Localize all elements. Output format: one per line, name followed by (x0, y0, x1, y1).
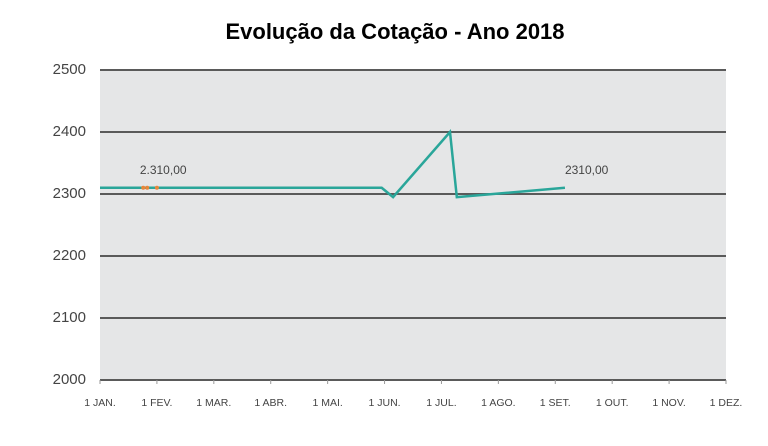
x-tick-label: 1 JUL. (426, 397, 456, 409)
annotation: 2310,00 (565, 163, 609, 177)
chart-title: Evolução da Cotação - Ano 2018 (225, 19, 564, 44)
x-tick-label: 1 ABR. (254, 397, 287, 409)
x-tick-label: 1 MAI. (312, 397, 342, 409)
x-tick-label: 1 JAN. (84, 397, 116, 409)
line (100, 129, 566, 199)
point (145, 185, 150, 190)
x-tick-label: 1 JUN. (368, 397, 400, 409)
x-tick-label: 1 FEV. (141, 397, 172, 409)
annotation: 2.310,00 (140, 163, 187, 177)
x-tick-label: 1 SET. (540, 397, 571, 409)
x-tick-label: 1 DEZ. (710, 397, 743, 409)
y-tick-label: 2200 (53, 247, 86, 264)
x-tick-label: 1 OUT. (596, 397, 629, 409)
y-tick-label: 2400 (53, 123, 86, 140)
y-tick-label: 2500 (53, 61, 86, 78)
x-tick-label: 1 NOV. (652, 397, 685, 409)
point (141, 185, 146, 190)
point (154, 185, 159, 190)
x-tick-label: 1 MAR. (196, 397, 231, 409)
y-tick-label: 2000 (53, 371, 86, 388)
plot-area (100, 70, 726, 380)
x-tick-label: 1 AGO. (481, 397, 515, 409)
y-tick-label: 2300 (53, 185, 86, 202)
y-tick-label: 2100 (53, 309, 86, 326)
